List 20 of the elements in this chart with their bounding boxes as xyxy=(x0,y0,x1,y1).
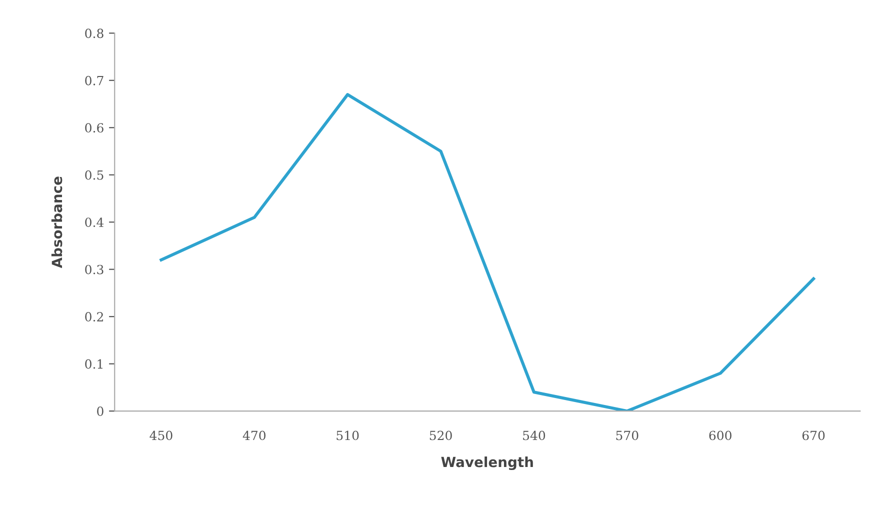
y-tick-label: 0.3 xyxy=(85,264,104,274)
x-tick-label: 600 xyxy=(709,430,732,440)
x-tick-label: 450 xyxy=(150,430,172,440)
x-tick-label: 510 xyxy=(336,430,359,440)
y-tick-label: 0.6 xyxy=(85,123,104,133)
x-tick-label: 520 xyxy=(430,430,452,440)
x-tick-label: 540 xyxy=(523,430,546,440)
x-axis-title: Wavelength xyxy=(441,456,533,470)
y-tick-label: 0 xyxy=(97,406,104,416)
y-axis-title: Absorbance xyxy=(51,176,62,268)
x-tick-label: 670 xyxy=(802,430,825,440)
y-tick-label: 0.5 xyxy=(85,170,104,180)
x-tick-label: 570 xyxy=(616,430,638,440)
x-tick-label: 470 xyxy=(242,430,266,440)
y-tick-label: 0.4 xyxy=(85,218,104,228)
y-tick-label: 0.2 xyxy=(85,312,103,322)
y-tick-label: 0.8 xyxy=(85,28,104,38)
y-tick-label: 0.7 xyxy=(85,76,104,86)
y-tick-label: 0.1 xyxy=(85,359,102,369)
line-series xyxy=(160,93,816,412)
